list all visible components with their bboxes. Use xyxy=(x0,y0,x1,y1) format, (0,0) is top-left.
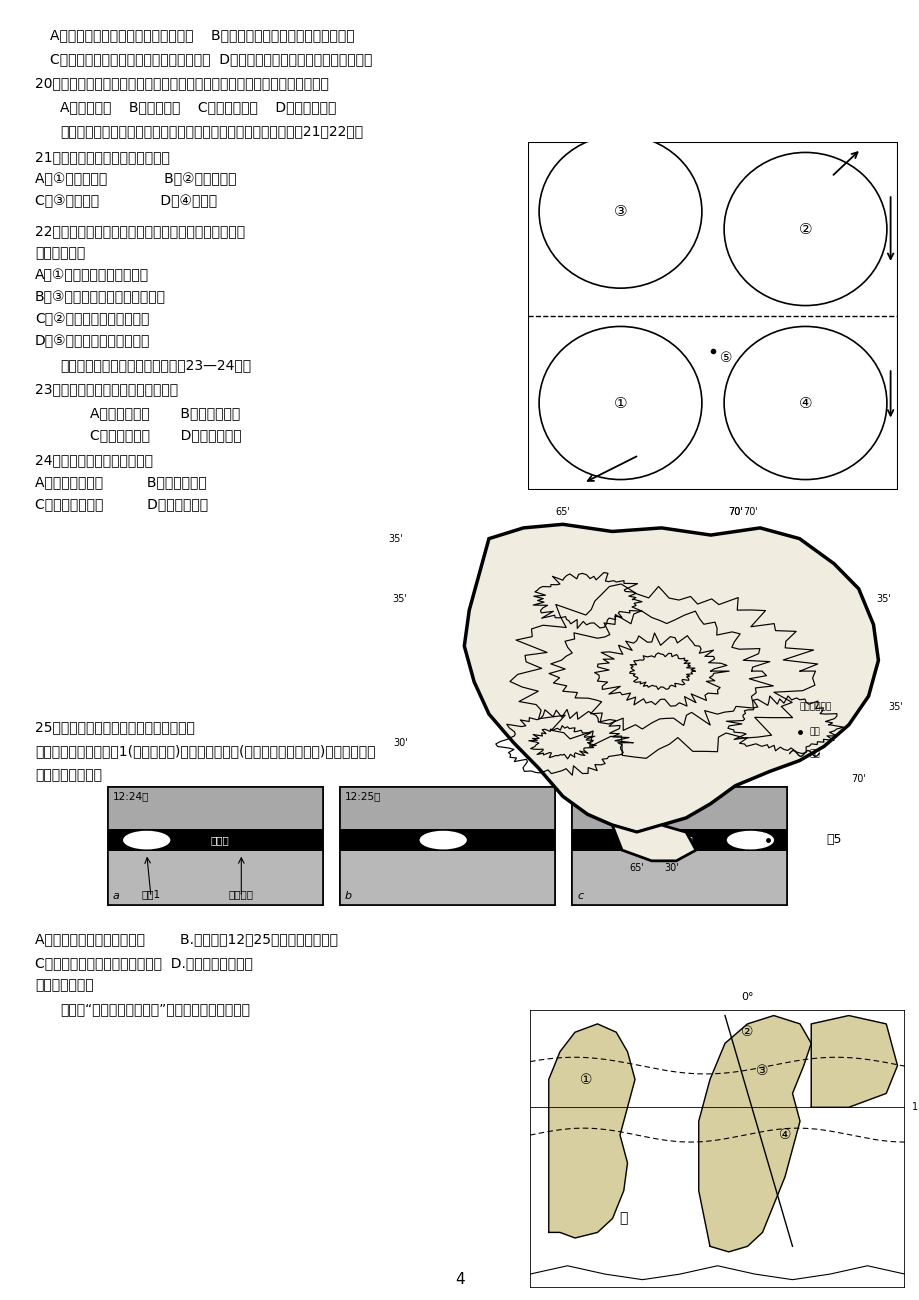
Text: 21．关于图中各数码说法正确的是: 21．关于图中各数码说法正确的是 xyxy=(35,150,170,164)
Text: ③: ③ xyxy=(755,1065,768,1078)
Text: 70': 70' xyxy=(727,507,742,517)
Text: 65': 65' xyxy=(629,863,643,874)
Text: C．②近地面对应点为反气旋: C．②近地面对应点为反气旋 xyxy=(35,312,149,326)
Text: A．受来自太平洋东南暖湿气流的影响    B．纬度较高，常年受中纬西风的影响: A．受来自太平洋东南暖湿气流的影响 B．纬度较高，常年受中纬西风的影响 xyxy=(50,29,354,42)
Bar xyxy=(572,786,786,829)
Text: 等高线（米）: 等高线（米） xyxy=(799,702,831,711)
Text: ③: ③ xyxy=(613,204,627,220)
Text: 35': 35' xyxy=(888,702,902,712)
Bar xyxy=(108,786,323,829)
Text: B．③近地面对应处出现冷锋天气: B．③近地面对应处出现冷锋天气 xyxy=(35,290,165,304)
Bar xyxy=(340,786,554,829)
Text: 20．大棚中生产出来的蔬菜质量略逊于自然状态下生长的蔬菜，原因是大棚中: 20．大棚中生产出来的蔬菜质量略逊于自然状态下生长的蔬菜，原因是大棚中 xyxy=(35,75,328,90)
Ellipse shape xyxy=(123,831,170,849)
Text: 15° N: 15° N xyxy=(912,1102,919,1113)
Text: 12:24摄: 12:24摄 xyxy=(113,790,149,801)
Text: C．中部和东北部          D．北部和西部: C．中部和东北部 D．北部和西部 xyxy=(35,497,208,511)
Polygon shape xyxy=(548,1024,634,1238)
Text: 70': 70' xyxy=(727,507,742,517)
Text: C．平原和丘陵       D．丘陵和盆地: C．平原和丘陵 D．丘陵和盆地 xyxy=(90,428,242,442)
Bar xyxy=(572,786,786,905)
Bar xyxy=(108,850,323,905)
Text: ①: ① xyxy=(613,395,627,411)
Text: A．中部和西北部          B．中部和南部: A．中部和西北部 B．中部和南部 xyxy=(35,474,207,489)
Bar xyxy=(108,829,323,850)
Text: 首都: 首都 xyxy=(809,728,819,737)
Text: ②: ② xyxy=(741,1026,753,1039)
Text: 30': 30' xyxy=(392,737,407,747)
Text: 光敉1: 光敉1 xyxy=(142,889,161,900)
Text: 12:25摄: 12:25摄 xyxy=(345,790,381,801)
Text: (　): ( ) xyxy=(875,452,894,467)
Text: D．⑤近地面对应点吹偏南风: D．⑤近地面对应点吹偏南风 xyxy=(35,334,150,348)
Text: b: b xyxy=(345,891,352,901)
Text: (　): ( ) xyxy=(875,406,894,420)
Text: A．①近地面对应点天气阴雨: A．①近地面对应点天气阴雨 xyxy=(35,268,149,282)
Text: A．平原和盆地       B．高原和山地: A．平原和盆地 B．高原和山地 xyxy=(90,406,240,420)
Text: 22．如果只考虑热力原因，图中各数码的近地面对应点: 22．如果只考虑热力原因，图中各数码的近地面对应点 xyxy=(35,224,244,238)
Bar xyxy=(572,850,786,905)
Bar xyxy=(572,829,786,850)
Text: 于一年中较大。: 于一年中较大。 xyxy=(35,978,94,992)
Text: A．光照太强    B．热量不足    C．日温差较小    D．年温差较大: A．光照太强 B．热量不足 C．日温差较小 D．年温差较大 xyxy=(60,100,336,114)
Polygon shape xyxy=(611,826,696,861)
Polygon shape xyxy=(698,1015,811,1252)
Text: C．长江中下游平原处于干旱时期  D.尼罗河河口流量处: C．长江中下游平原处于干旱时期 D.尼罗河河口流量处 xyxy=(35,956,253,970)
Bar xyxy=(340,786,554,905)
Text: 35': 35' xyxy=(388,533,403,543)
Text: 甲: 甲 xyxy=(618,1212,628,1226)
Polygon shape xyxy=(464,524,878,832)
Text: 读某内陆国家等高线地形图，完到23—24题。: 读某内陆国家等高线地形图，完到23—24题。 xyxy=(60,358,251,372)
Text: a: a xyxy=(113,891,119,901)
Text: 下图为“世界某地区局部图”，图中虚线为不同气候: 下图为“世界某地区局部图”，图中虚线为不同气候 xyxy=(60,1002,250,1017)
Circle shape xyxy=(539,326,701,480)
Text: 25．下图为某日在北半球某地塔底拍摄的: 25．下图为某日在北半球某地塔底拍摄的 xyxy=(35,720,195,734)
Bar xyxy=(108,786,323,905)
Text: 65': 65' xyxy=(555,507,570,517)
Text: A．①为高压中心             B．②为低压中心: A．①为高压中心 B．②为低压中心 xyxy=(35,172,236,186)
Text: 0°: 0° xyxy=(741,992,753,1002)
Text: 叙述正确的是: 叙述正确的是 xyxy=(35,246,85,260)
Text: 70': 70' xyxy=(850,774,865,784)
Circle shape xyxy=(723,152,886,306)
Bar xyxy=(340,786,554,905)
Text: c: c xyxy=(576,891,583,901)
Circle shape xyxy=(539,135,701,289)
Text: 塔座中心: 塔座中心 xyxy=(229,889,254,900)
Circle shape xyxy=(723,326,886,480)
Text: ①: ① xyxy=(579,1072,592,1087)
Text: 24．该国的农田应主要分布在: 24．该国的农田应主要分布在 xyxy=(35,452,153,467)
Ellipse shape xyxy=(726,831,773,849)
Bar xyxy=(340,850,554,905)
Text: C．③吹偏东风              D．④为槽线: C．③吹偏东风 D．④为槽线 xyxy=(35,194,217,208)
Text: C．与日本本州岛西部冬季多暴雪成因相同  D．靠近冬季风源地，冬季气温异常偏低: C．与日本本州岛西部冬季多暴雪成因相同 D．靠近冬季风源地，冬季气温异常偏低 xyxy=(50,52,372,66)
Text: 70': 70' xyxy=(742,507,757,517)
Text: 35': 35' xyxy=(875,594,890,604)
Polygon shape xyxy=(811,1015,897,1108)
Text: 太阳光射入塔底的光敉1(图中的大圆)及其运行的情况(图中时间为北京时间)。据图回答，: 太阳光射入塔底的光敉1(图中的大圆)及其运行的情况(图中时间为北京时间)。据图回… xyxy=(35,744,375,758)
Ellipse shape xyxy=(419,831,466,849)
Text: 30': 30' xyxy=(664,863,678,874)
Text: ④: ④ xyxy=(798,395,811,411)
Text: 35': 35' xyxy=(392,594,407,604)
Bar xyxy=(108,786,323,905)
Text: 12:26摄: 12:26摄 xyxy=(576,790,613,801)
Bar xyxy=(340,829,554,850)
Text: 4: 4 xyxy=(455,1271,464,1287)
Text: A．该地位于北京的东南方向        B.北京时间12：25分时太阳直射该塔: A．该地位于北京的东南方向 B.北京时间12：25分时太阳直射该塔 xyxy=(35,932,337,946)
Text: 回归线: 回归线 xyxy=(210,835,229,845)
Text: 图5: 图5 xyxy=(825,833,841,846)
Bar xyxy=(572,786,786,905)
Text: ②: ② xyxy=(798,221,811,237)
Text: 回归线: 回归线 xyxy=(674,835,692,845)
Text: 23．约占该国面积五分之四的地形为: 23．约占该国面积五分之四的地形为 xyxy=(35,382,178,396)
Text: ④: ④ xyxy=(777,1128,790,1143)
Text: 下图中的箭头表示北半球某地高空大气的水平运动方向，读图回筂21～22题。: 下图中的箭头表示北半球某地高空大气的水平运动方向，读图回筂21～22题。 xyxy=(60,124,363,138)
Text: 河流: 河流 xyxy=(809,749,819,758)
Text: ⑤: ⑤ xyxy=(720,351,732,365)
Text: 下列说法正确的是: 下列说法正确的是 xyxy=(35,768,102,783)
